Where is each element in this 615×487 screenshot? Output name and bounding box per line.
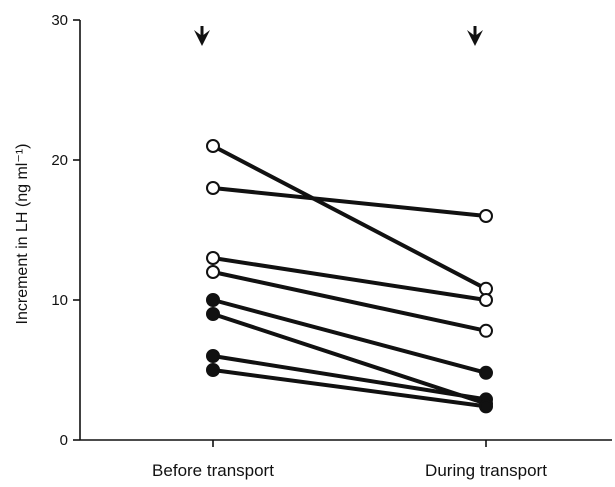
series-line [211, 298, 488, 375]
points-layer [206, 139, 493, 414]
series-line [211, 270, 488, 333]
y-axis-label: Increment in LH (ng ml⁻¹) [14, 144, 31, 325]
series-line [211, 256, 488, 302]
data-point-open [206, 265, 220, 279]
y-tick-label: 10 [51, 292, 68, 309]
data-point-open [479, 323, 493, 338]
data-point-open [206, 181, 220, 195]
data-point-filled [206, 363, 220, 377]
y-tick-label: 30 [51, 12, 68, 29]
y-tick-label: 0 [60, 432, 68, 449]
arrow-head [194, 30, 210, 46]
series-line [211, 186, 488, 218]
x-category-label: Before transport [152, 461, 274, 480]
series-line [211, 368, 488, 409]
series-layer [211, 144, 488, 409]
data-point-filled [206, 349, 220, 363]
data-point-open [479, 293, 493, 307]
series-line [211, 144, 488, 291]
data-point-open [206, 139, 220, 153]
down-arrow-icon [467, 26, 483, 46]
x-category-label: During transport [425, 461, 547, 480]
series-line [211, 354, 488, 402]
data-point-filled [479, 399, 493, 414]
down-arrow-icon [194, 26, 210, 46]
data-point-open [479, 209, 493, 223]
data-point-filled [206, 293, 220, 307]
data-point-open [206, 251, 220, 265]
series-line [211, 312, 488, 406]
data-point-filled [206, 307, 220, 321]
y-tick-label: 20 [51, 152, 68, 169]
data-point-filled [479, 365, 493, 380]
arrow-head [467, 30, 483, 46]
axes: 0 10 20 30 Before transport During transport [51, 12, 612, 480]
